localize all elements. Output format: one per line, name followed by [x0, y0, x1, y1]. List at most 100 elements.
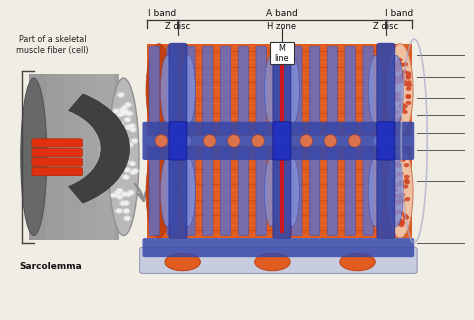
Ellipse shape — [324, 135, 337, 147]
Circle shape — [390, 179, 394, 181]
Circle shape — [124, 112, 128, 114]
Ellipse shape — [228, 135, 240, 147]
Circle shape — [401, 108, 405, 111]
Circle shape — [123, 175, 129, 179]
Circle shape — [113, 143, 120, 148]
Circle shape — [124, 202, 128, 204]
Circle shape — [392, 183, 396, 186]
Circle shape — [124, 168, 130, 172]
Text: Z disc: Z disc — [374, 22, 399, 31]
FancyBboxPatch shape — [149, 46, 159, 134]
Circle shape — [124, 117, 131, 122]
Circle shape — [110, 122, 117, 126]
FancyBboxPatch shape — [363, 46, 373, 134]
Circle shape — [123, 107, 127, 109]
Circle shape — [110, 140, 117, 145]
Circle shape — [392, 194, 396, 196]
Ellipse shape — [264, 157, 279, 227]
Circle shape — [127, 142, 133, 147]
FancyBboxPatch shape — [143, 238, 414, 257]
Ellipse shape — [285, 157, 300, 227]
FancyBboxPatch shape — [310, 148, 320, 236]
Circle shape — [117, 210, 121, 212]
Circle shape — [112, 141, 116, 144]
Circle shape — [123, 209, 130, 213]
Circle shape — [403, 70, 407, 73]
FancyBboxPatch shape — [273, 122, 291, 160]
Ellipse shape — [340, 253, 375, 271]
Circle shape — [113, 134, 120, 139]
FancyBboxPatch shape — [202, 46, 213, 134]
Circle shape — [397, 80, 401, 83]
Circle shape — [123, 201, 129, 205]
Circle shape — [406, 74, 410, 77]
Circle shape — [116, 209, 122, 213]
FancyBboxPatch shape — [327, 46, 337, 134]
Ellipse shape — [368, 157, 383, 227]
Circle shape — [397, 210, 401, 213]
Circle shape — [404, 179, 409, 182]
Bar — [147, 146, 412, 238]
Circle shape — [397, 117, 401, 120]
Circle shape — [123, 110, 129, 114]
Ellipse shape — [203, 135, 216, 147]
Circle shape — [110, 163, 117, 168]
Circle shape — [399, 105, 403, 108]
Circle shape — [121, 106, 128, 110]
Circle shape — [396, 200, 400, 203]
Circle shape — [400, 194, 404, 196]
Circle shape — [122, 193, 126, 195]
Circle shape — [398, 200, 402, 203]
FancyArrowPatch shape — [135, 184, 146, 201]
Circle shape — [118, 112, 124, 116]
Wedge shape — [69, 94, 129, 203]
Bar — [280, 150, 284, 233]
Text: Part of a skeletal
muscle fiber (cell): Part of a skeletal muscle fiber (cell) — [17, 36, 89, 55]
Circle shape — [401, 80, 406, 83]
Circle shape — [396, 119, 400, 122]
Circle shape — [121, 192, 128, 196]
Ellipse shape — [389, 55, 403, 124]
Circle shape — [111, 141, 115, 144]
Circle shape — [131, 171, 135, 173]
FancyBboxPatch shape — [143, 122, 414, 160]
Circle shape — [399, 181, 403, 184]
Circle shape — [395, 97, 400, 100]
Bar — [29, 74, 119, 240]
Circle shape — [394, 195, 399, 197]
Circle shape — [396, 165, 400, 167]
Circle shape — [115, 191, 121, 195]
Circle shape — [118, 189, 121, 192]
Circle shape — [129, 124, 135, 128]
Ellipse shape — [252, 135, 264, 147]
Circle shape — [390, 80, 394, 83]
Circle shape — [393, 175, 397, 178]
Circle shape — [396, 79, 400, 82]
FancyBboxPatch shape — [273, 43, 291, 137]
FancyBboxPatch shape — [220, 46, 231, 134]
Circle shape — [399, 212, 403, 215]
Bar — [63, 74, 80, 240]
Circle shape — [390, 208, 394, 211]
Text: I band: I band — [385, 9, 413, 18]
Text: Sarcolemma: Sarcolemma — [19, 262, 82, 271]
Circle shape — [396, 67, 401, 70]
Circle shape — [126, 103, 130, 106]
Circle shape — [118, 196, 121, 198]
FancyBboxPatch shape — [256, 46, 266, 134]
Circle shape — [122, 159, 128, 164]
Circle shape — [125, 192, 132, 196]
Circle shape — [111, 164, 115, 167]
FancyBboxPatch shape — [32, 148, 82, 156]
Circle shape — [407, 84, 411, 87]
FancyBboxPatch shape — [273, 145, 291, 239]
Circle shape — [131, 139, 138, 143]
Ellipse shape — [165, 253, 201, 271]
Circle shape — [399, 194, 403, 196]
FancyBboxPatch shape — [363, 148, 373, 236]
Circle shape — [129, 161, 136, 166]
Circle shape — [114, 110, 118, 112]
Circle shape — [397, 62, 401, 65]
FancyBboxPatch shape — [32, 139, 82, 147]
FancyBboxPatch shape — [32, 158, 82, 166]
